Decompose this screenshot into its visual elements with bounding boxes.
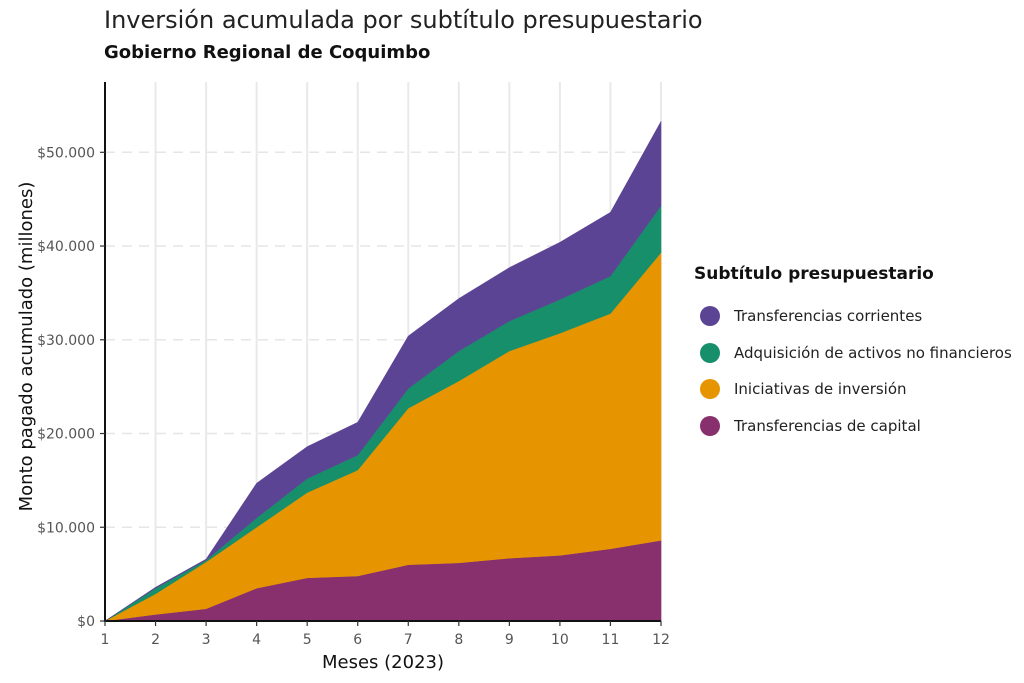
y-tick-label: $10.000 <box>37 520 95 536</box>
legend-swatch <box>700 342 720 363</box>
y-tick-label: $30.000 <box>37 333 95 349</box>
x-tick-label: 3 <box>202 632 211 648</box>
x-tick-label: 5 <box>303 632 312 648</box>
legend-label: Transferencias corrientes <box>734 307 923 326</box>
legend-items: Transferencias corrientes Adquisición de … <box>694 298 1012 444</box>
x-tick-label: 9 <box>505 632 514 648</box>
chart-title: Inversión acumulada por subtítulo presup… <box>104 6 703 34</box>
y-axis-label: Monto pagado acumulado (millones) <box>16 182 37 512</box>
legend-label: Iniciativas de inversión <box>734 380 907 399</box>
y-tick-label: $50.000 <box>37 145 95 161</box>
legend-title: Subtítulo presupuestario <box>694 264 934 284</box>
chart-subtitle: Gobierno Regional de Coquimbo <box>104 42 431 63</box>
legend-item: Transferencias corrientes <box>694 298 1012 335</box>
legend-item: Transferencias de capital <box>694 408 1012 445</box>
x-tick-label: 6 <box>353 632 362 648</box>
y-tick-labels: $0 $10.000 $20.000 $30.000 $40.000 $50.000 <box>37 145 95 630</box>
legend: Subtítulo presupuestario Transferencias … <box>694 264 1012 444</box>
legend-swatch <box>700 379 720 400</box>
legend-swatch <box>700 306 720 327</box>
x-tick-label: 10 <box>551 632 569 648</box>
stacked-areas <box>104 120 662 622</box>
x-axis-label: Meses (2023) <box>322 652 444 673</box>
x-tick-label: 2 <box>151 632 160 648</box>
legend-label: Adquisición de activos no financieros <box>734 343 1012 362</box>
x-tick-labels: 1 2 3 4 5 6 7 8 9 10 11 12 <box>101 632 670 648</box>
legend-label: Transferencias de capital <box>734 416 921 435</box>
legend-item: Iniciativas de inversión <box>694 371 1012 408</box>
y-tick-label: $0 <box>77 614 95 630</box>
x-tick-label: 7 <box>404 632 413 648</box>
x-tick-label: 12 <box>652 632 670 648</box>
legend-swatch <box>700 415 720 436</box>
x-tick-label: 1 <box>101 632 110 648</box>
area-series-3 <box>104 120 662 622</box>
y-tick-label: $40.000 <box>37 239 95 255</box>
x-tick-label: 4 <box>252 632 261 648</box>
y-tick-label: $20.000 <box>37 427 95 443</box>
x-tick-label: 11 <box>602 632 620 648</box>
legend-item: Adquisición de activos no financieros <box>694 335 1012 372</box>
x-tick-label: 8 <box>454 632 463 648</box>
axes <box>100 82 662 626</box>
